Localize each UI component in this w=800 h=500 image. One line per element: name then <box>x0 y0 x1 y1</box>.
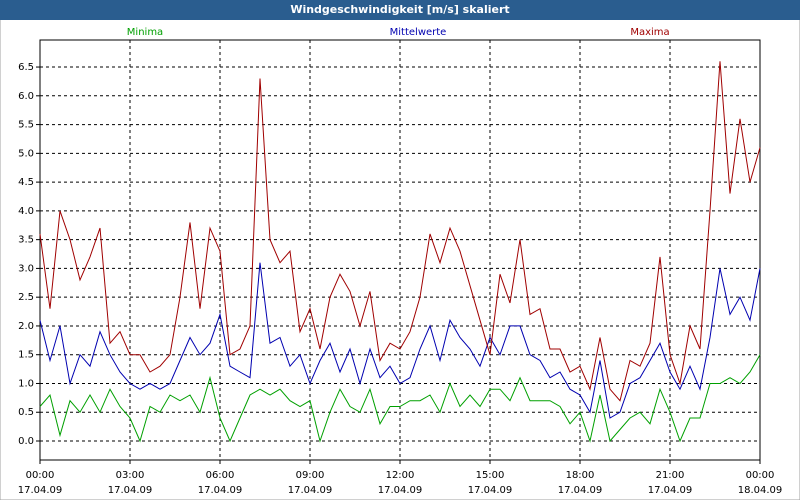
title-bar <box>0 0 800 20</box>
series-line <box>39 262 761 419</box>
chart-title: Windgeschwindigkeit [m/s] skaliert <box>290 3 509 16</box>
legend-label: Mittelwerte <box>390 27 447 38</box>
x-tick-label: 09:00 <box>296 470 325 481</box>
series-line <box>39 61 761 402</box>
y-tick-label: 1.5 <box>18 350 34 361</box>
legend-label: Maxima <box>630 27 669 38</box>
x-tick-label: 00:00 <box>26 470 55 481</box>
y-tick-label: 3.0 <box>18 263 34 274</box>
x-tick-date: 17.04.09 <box>378 485 423 496</box>
y-tick-label: 4.5 <box>18 177 34 188</box>
series-line <box>39 354 761 443</box>
x-tick-date: 17.04.09 <box>648 485 693 496</box>
y-tick-label: 4.0 <box>18 206 34 217</box>
y-tick-label: 6.5 <box>18 62 34 73</box>
y-tick-label: 3.5 <box>18 235 34 246</box>
y-tick-label: 1.0 <box>18 378 34 389</box>
y-tick-label: 6.0 <box>18 91 34 102</box>
y-tick-label: 2.5 <box>18 292 34 303</box>
x-tick-label: 00:00 <box>746 470 775 481</box>
x-tick-label: 12:00 <box>386 470 415 481</box>
y-tick-label: 2.0 <box>18 321 34 332</box>
y-tick-label: 5.0 <box>18 148 34 159</box>
x-tick-date: 17.04.09 <box>288 485 333 496</box>
x-tick-date: 17.04.09 <box>18 485 63 496</box>
x-tick-label: 06:00 <box>206 470 235 481</box>
x-tick-date: 18.04.09 <box>738 485 783 496</box>
x-tick-label: 21:00 <box>656 470 685 481</box>
x-tick-date: 17.04.09 <box>468 485 513 496</box>
x-tick-date: 17.04.09 <box>198 485 243 496</box>
x-tick-date: 17.04.09 <box>108 485 153 496</box>
y-tick-label: 5.5 <box>18 120 34 131</box>
y-tick-label: 0.0 <box>18 436 34 447</box>
x-tick-label: 18:00 <box>566 470 595 481</box>
x-tick-label: 15:00 <box>476 470 505 481</box>
x-tick-date: 17.04.09 <box>558 485 603 496</box>
x-tick-label: 03:00 <box>116 470 145 481</box>
y-tick-label: 0.5 <box>18 407 34 418</box>
legend-label: Minima <box>127 27 163 38</box>
